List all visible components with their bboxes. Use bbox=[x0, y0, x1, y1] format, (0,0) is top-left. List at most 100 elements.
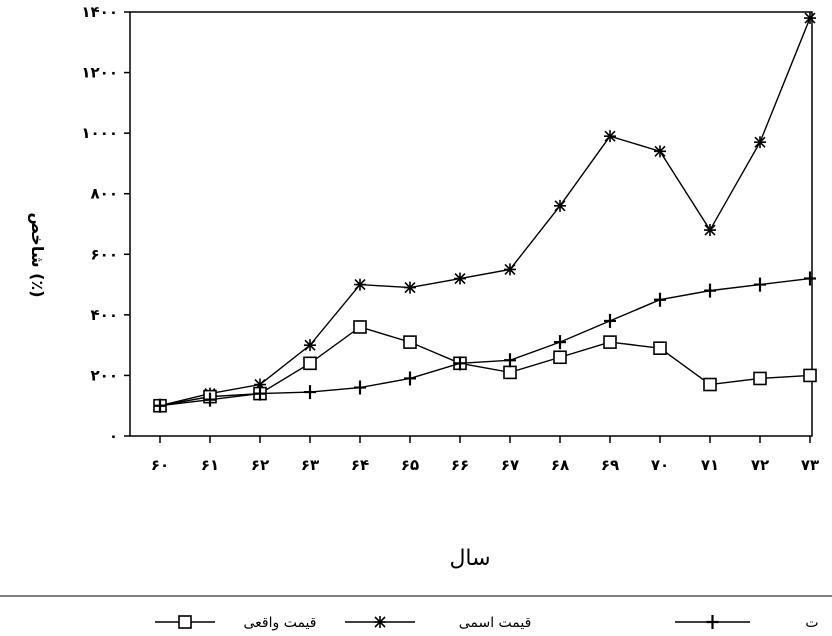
asterisk-marker bbox=[254, 378, 266, 391]
plus-marker bbox=[654, 292, 666, 307]
data-point bbox=[503, 365, 517, 380]
series-line bbox=[159, 17, 811, 407]
x-tick-label: ۶۴ bbox=[351, 456, 369, 474]
series-layer bbox=[153, 12, 817, 413]
data-point bbox=[604, 130, 616, 143]
x-tick-label: ۶٩ bbox=[601, 456, 619, 474]
y-tick-label: ۶٠٠ bbox=[91, 245, 118, 263]
data-point bbox=[704, 283, 716, 298]
data-point bbox=[804, 271, 816, 286]
x-tick-label: ٧٣ bbox=[801, 456, 819, 474]
data-point bbox=[404, 371, 416, 386]
plus-marker bbox=[604, 313, 616, 328]
y-tick-label: ٠ bbox=[109, 427, 118, 445]
data-point bbox=[603, 335, 617, 349]
y-tick-label: ۴٠٠ bbox=[91, 306, 118, 324]
asterisk-marker bbox=[504, 263, 516, 276]
plus-marker bbox=[404, 371, 416, 386]
data-point bbox=[554, 199, 566, 212]
x-tick-label: ٧١ bbox=[701, 456, 719, 474]
data-point bbox=[653, 341, 667, 355]
legend-item-plus: ت bbox=[675, 615, 819, 631]
asterisk-marker bbox=[404, 281, 416, 294]
data-point bbox=[504, 353, 516, 368]
asterisk-marker bbox=[804, 12, 816, 25]
square-marker bbox=[303, 356, 317, 371]
data-point bbox=[304, 339, 316, 352]
x-tick-label: ۶١ bbox=[201, 456, 219, 474]
data-point bbox=[554, 335, 566, 350]
asterisk-marker bbox=[554, 199, 566, 212]
data-point bbox=[803, 368, 817, 383]
data-point bbox=[403, 335, 417, 349]
series-plus bbox=[154, 271, 816, 413]
plus-marker bbox=[254, 386, 266, 401]
series-square bbox=[153, 320, 817, 413]
y-tick-label: ١٠٠٠ bbox=[81, 124, 118, 142]
y-tick-label: ٢٠٠ bbox=[91, 366, 118, 384]
x-axis-title: سال bbox=[449, 546, 490, 571]
asterisk-marker bbox=[704, 224, 716, 237]
plus-marker bbox=[704, 283, 716, 298]
x-tick-label: ٧٠ bbox=[651, 456, 669, 474]
data-point bbox=[304, 385, 316, 400]
square-marker bbox=[553, 350, 567, 365]
data-point bbox=[204, 392, 216, 407]
square-marker bbox=[803, 368, 817, 383]
data-point bbox=[154, 398, 166, 413]
x-axis: ۶٠ ۶١ ۶٢ ۶٣ ۶۴ ۶۵ ۶۶ ۶٧ ۶٨ ۶٩ ٧٠ ٧١ ٧٢ ٧٣ bbox=[151, 436, 819, 474]
legend-marker bbox=[706, 615, 719, 629]
x-tick-label: ٧٢ bbox=[751, 456, 769, 474]
series-asterisk bbox=[154, 12, 816, 412]
data-point bbox=[703, 377, 717, 392]
square-marker bbox=[503, 365, 517, 380]
asterisk-marker bbox=[304, 339, 316, 352]
data-point bbox=[303, 356, 317, 371]
legend-label: قیمت واقعی bbox=[244, 615, 317, 631]
legend-marker bbox=[178, 615, 192, 629]
y-axis: ٠ ٢٠٠ ۴٠٠ ۶٠٠ ٨٠٠ ١٠٠٠ ١٢٠٠ ١۴٠٠ bbox=[81, 3, 130, 445]
plot-area bbox=[129, 11, 813, 437]
plot-frame bbox=[129, 11, 813, 437]
data-point bbox=[454, 356, 466, 371]
x-tick-label: ۶٧ bbox=[501, 456, 519, 474]
data-point bbox=[754, 277, 766, 292]
square-marker bbox=[703, 377, 717, 392]
data-point bbox=[704, 224, 716, 237]
data-point bbox=[804, 12, 816, 25]
plus-marker bbox=[354, 380, 366, 395]
plus-marker bbox=[304, 385, 316, 400]
asterisk-marker bbox=[754, 136, 766, 149]
plus-marker bbox=[706, 615, 719, 629]
legend-label: ت bbox=[805, 615, 818, 631]
x-tick-label: ۶٨ bbox=[551, 456, 569, 474]
asterisk-marker bbox=[654, 145, 666, 158]
plus-marker bbox=[554, 335, 566, 350]
asterisk-marker bbox=[604, 130, 616, 143]
data-point bbox=[353, 320, 367, 334]
data-point bbox=[254, 378, 266, 391]
data-point bbox=[604, 313, 616, 328]
square-marker bbox=[603, 335, 617, 349]
data-point bbox=[354, 380, 366, 395]
y-tick-label: ١۴٠٠ bbox=[81, 3, 118, 21]
y-axis-title: شاخص (٪) bbox=[28, 212, 47, 297]
asterisk-marker bbox=[374, 616, 386, 628]
data-point bbox=[254, 386, 266, 401]
x-tick-label: ۶۶ bbox=[451, 456, 469, 474]
series-line bbox=[159, 326, 811, 407]
asterisk-marker bbox=[354, 278, 366, 291]
y-tick-label: ١٢٠٠ bbox=[81, 64, 118, 82]
plus-marker bbox=[154, 398, 166, 413]
legend-item-asterisk: قیمت اسمی bbox=[345, 615, 531, 631]
x-tick-label: ۶٣ bbox=[301, 456, 319, 474]
x-tick-label: ۶۵ bbox=[401, 456, 419, 474]
square-marker bbox=[753, 371, 767, 386]
data-point bbox=[654, 292, 666, 307]
series-line bbox=[159, 277, 811, 407]
legend-marker bbox=[374, 616, 386, 628]
data-point bbox=[404, 281, 416, 294]
plus-marker bbox=[204, 392, 216, 407]
x-tick-label: ۶٢ bbox=[251, 456, 269, 474]
